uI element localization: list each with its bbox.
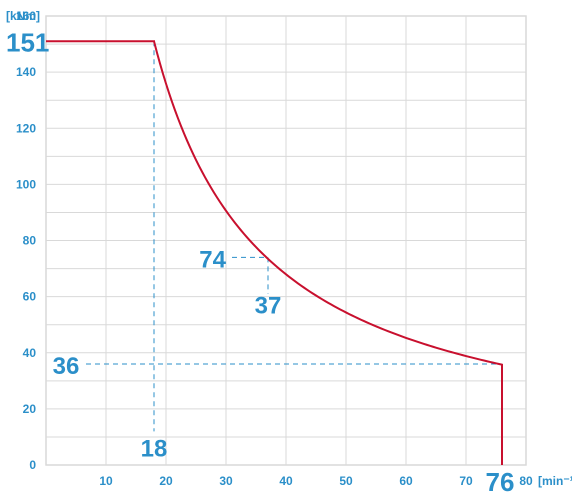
y-tick-label: 20 [23, 402, 37, 416]
x-tick-label: 30 [219, 474, 233, 488]
y-tick-label: 0 [29, 458, 36, 472]
torque-curve [46, 40, 503, 465]
tick-layer: 0 20 40 60 80 100 120 140 160 10 20 30 40 50 60 70 80 [16, 9, 533, 488]
x-axis-unit-label: [min⁻¹] [538, 474, 572, 488]
guide-layer [86, 41, 502, 432]
x-tick-label: 80 [519, 474, 533, 488]
x-tick-label: 70 [459, 474, 473, 488]
x-tick-label: 50 [339, 474, 353, 488]
y-tick-label: 120 [16, 121, 36, 135]
annotation-label-37: 37 [255, 292, 282, 319]
annotation-label-74: 74 [199, 246, 226, 273]
y-tick-label: 160 [16, 9, 36, 23]
y-tick-label: 140 [16, 65, 36, 79]
x-tick-label: 20 [159, 474, 173, 488]
y-tick-label: 40 [23, 346, 37, 360]
annotation-label-76: 76 [486, 467, 515, 497]
y-tick-label: 100 [16, 177, 36, 191]
x-tick-label: 60 [399, 474, 413, 488]
annotation-label-151: 151 [6, 27, 49, 57]
annotation-label-18: 18 [141, 436, 168, 463]
y-tick-label: 60 [23, 290, 37, 304]
y-tick-label: 80 [23, 234, 37, 248]
y-axis-unit-label: [kNm] [6, 9, 40, 23]
x-tick-label: 10 [99, 474, 113, 488]
plot-frame [45, 15, 527, 466]
curve-layer [46, 40, 503, 465]
x-tick-label: 40 [279, 474, 293, 488]
annotation-layer: 151 18 74 37 36 76 [6, 27, 514, 497]
annotation-label-36: 36 [53, 353, 80, 380]
grid-layer [45, 15, 527, 466]
